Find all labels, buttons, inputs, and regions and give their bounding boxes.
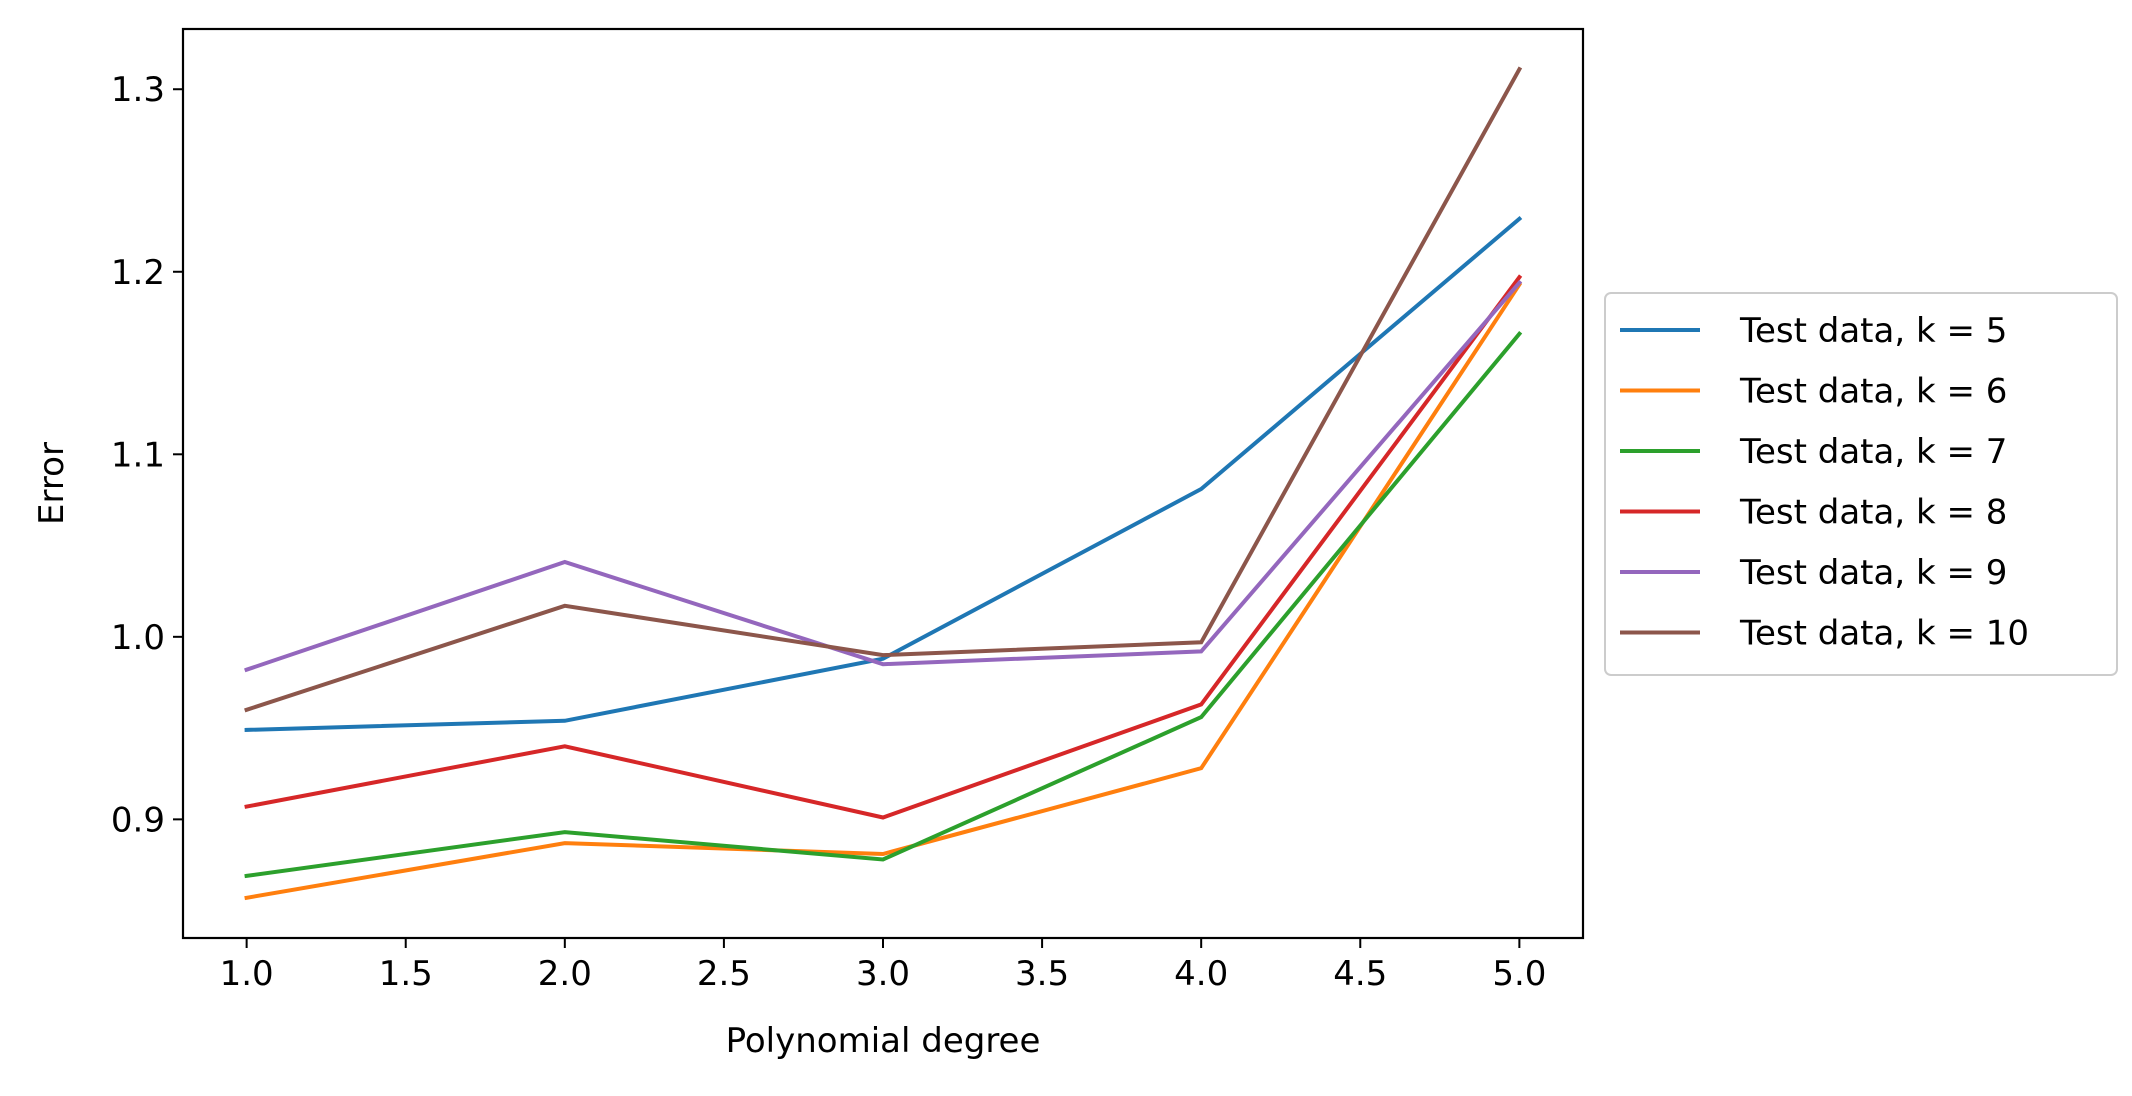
x-tick-label: 1.0 [220, 954, 274, 994]
series-line-4 [244, 274, 1523, 820]
plot-area: 1.0 1.5 2.0 2.5 3.0 3.5 4.0 4.5 5.0 0.9 1.0 1.1 1.2… [111, 27, 1585, 994]
series-line-6 [244, 66, 1523, 713]
y-tick-label: 1.0 [111, 618, 165, 658]
y-tick-label: 1.3 [111, 70, 165, 110]
y-tick-label: 1.2 [111, 253, 165, 293]
series-layer [244, 66, 1523, 901]
x-tick-label: 3.5 [1015, 954, 1069, 994]
y-axis-title: Error [32, 442, 72, 525]
legend-items: Test data, k = 5 Test data, k = 6 Test dat… [1620, 311, 2029, 654]
x-tick-label: 4.5 [1333, 954, 1387, 994]
legend-label-2: Test data, k = 6 [1739, 372, 2007, 412]
series-line-1 [244, 215, 1523, 732]
x-axis-ticks: 1.0 1.5 2.0 2.5 3.0 3.5 4.0 4.5 5.0 [220, 938, 1546, 994]
series-line-5 [244, 279, 1523, 673]
legend-label-4: Test data, k = 8 [1739, 493, 2007, 533]
legend: Test data, k = 5 Test data, k = 6 Test dat… [1604, 292, 2118, 676]
x-tick-label: 3.0 [856, 954, 910, 994]
x-axis-title: Polynomial degree [726, 1021, 1041, 1061]
x-tick-label: 1.5 [379, 954, 433, 994]
y-tick-label: 0.9 [111, 800, 165, 840]
legend-label-3: Test data, k = 7 [1739, 432, 2007, 472]
x-tick-label: 2.5 [697, 954, 751, 994]
series-line-3 [244, 330, 1523, 879]
plot-frame [181, 27, 1585, 940]
x-tick-label: 5.0 [1492, 954, 1546, 994]
series-line-2 [244, 281, 1523, 901]
legend-label-1: Test data, k = 5 [1739, 311, 2007, 351]
legend-label-6: Test data, k = 10 [1739, 614, 2029, 654]
legend-label-5: Test data, k = 9 [1739, 553, 2007, 593]
x-tick-label: 2.0 [538, 954, 592, 994]
y-tick-label: 1.1 [111, 435, 165, 475]
y-axis-ticks: 0.9 1.0 1.1 1.2 1.3 [111, 70, 183, 840]
x-tick-label: 4.0 [1174, 954, 1228, 994]
legend-frame [1604, 292, 2118, 676]
